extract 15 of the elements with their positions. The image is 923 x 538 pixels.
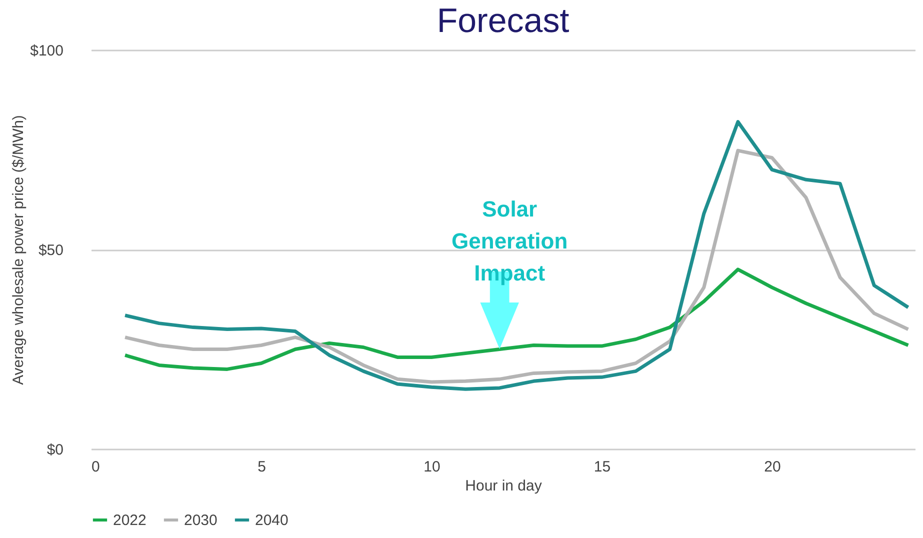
x-tick-label: 15 xyxy=(594,458,611,476)
x-tick-label: 20 xyxy=(764,458,781,476)
x-axis-title: Hour in day xyxy=(465,478,542,494)
y-tick-label: $50 xyxy=(38,242,64,259)
x-tick-label: 0 xyxy=(92,458,100,476)
legend-label: 2040 xyxy=(255,512,288,529)
legend-label: 2022 xyxy=(113,512,146,529)
x-tick-label: 10 xyxy=(424,458,440,476)
y-tick-label: $0 xyxy=(46,442,64,458)
annotation: Solar Generation Impact xyxy=(452,196,568,286)
legend-label: 2030 xyxy=(184,512,218,529)
chart-title: Forecast xyxy=(436,2,570,40)
y-axis-title: Average wholesale power price ($/MWh) xyxy=(10,115,28,385)
x-tick-label: 5 xyxy=(258,458,266,476)
y-tick-label: $100 xyxy=(30,42,64,60)
